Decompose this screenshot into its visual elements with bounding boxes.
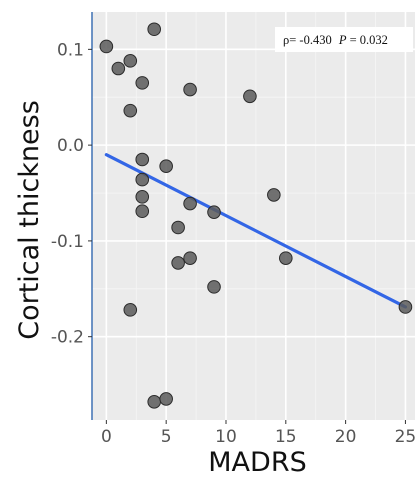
correlation-annotation: ρ= -0.430 P = 0.032 (275, 27, 413, 52)
x-tick-label: 10 (215, 427, 237, 447)
data-point (171, 220, 185, 235)
data-point (123, 54, 138, 68)
x-tick-label: 5 (161, 427, 172, 447)
data-point (183, 82, 197, 97)
data-point (147, 395, 162, 409)
data-point (111, 61, 126, 76)
data-point (171, 256, 185, 270)
data-point (99, 39, 114, 54)
x-axis-ticks: 0 5 10 15 20 25 (101, 420, 415, 447)
y-axis-title: Cortical thickness (14, 100, 45, 340)
x-axis-title: MADRS (208, 447, 306, 478)
x-tick-label: 0 (101, 427, 112, 447)
annotation-text: ρ= -0.430 P = 0.032 (283, 33, 388, 47)
p-label: P (338, 33, 347, 47)
x-tick-label: 25 (395, 427, 415, 447)
data-point (398, 300, 413, 314)
data-point (207, 205, 221, 219)
data-point (135, 152, 150, 167)
data-points (99, 22, 413, 409)
data-point (183, 196, 197, 211)
x-tick-label: 15 (275, 427, 297, 447)
y-tick-label: 0.0 (57, 136, 84, 156)
rho-text: ρ= -0.430 (283, 33, 332, 47)
y-axis-ticks: 0.1 0.0 -0.1 -0.2 (51, 40, 92, 348)
y-tick-label: -0.2 (51, 328, 84, 348)
x-tick-label: 20 (335, 427, 357, 447)
data-point (135, 204, 150, 219)
data-point (147, 22, 162, 37)
data-point (183, 251, 197, 265)
y-tick-label: -0.1 (51, 232, 84, 252)
data-point (123, 103, 138, 118)
data-point (159, 159, 173, 173)
data-point (135, 76, 150, 90)
regression-line (104, 153, 408, 309)
annotation-background (275, 27, 413, 52)
data-point (207, 280, 221, 294)
p-value-text: = 0.032 (350, 33, 388, 47)
data-point (279, 251, 293, 265)
data-point (267, 188, 281, 202)
data-point (123, 303, 138, 317)
data-point (135, 172, 150, 187)
data-point (159, 392, 173, 406)
y-tick-label: 0.1 (57, 40, 84, 60)
data-point (135, 190, 150, 204)
data-point (243, 89, 257, 104)
